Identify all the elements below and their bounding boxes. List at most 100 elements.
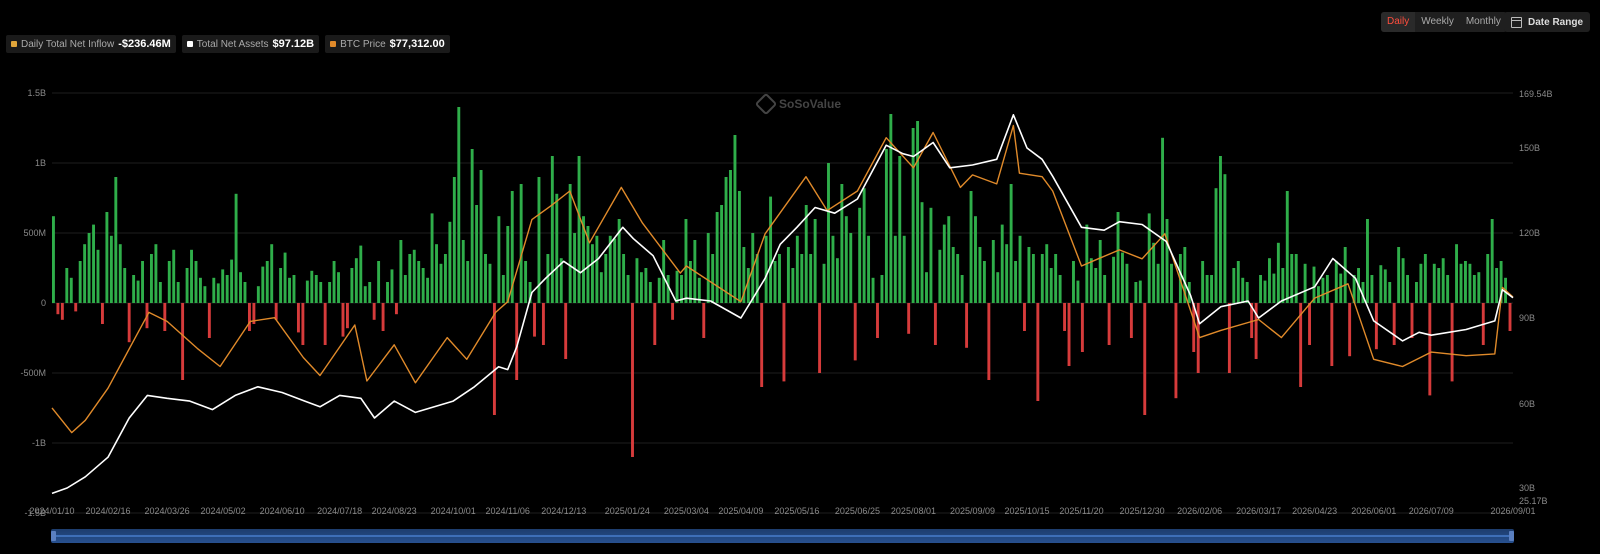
range-navigator[interactable] bbox=[51, 529, 1514, 543]
inflow-bar bbox=[163, 303, 167, 331]
inflow-bar bbox=[1165, 219, 1169, 303]
inflow-bar bbox=[608, 235, 612, 303]
x-tick: 2025/09/09 bbox=[950, 506, 995, 516]
y-left-tick: 1B bbox=[35, 158, 46, 168]
x-tick: 2024/01/10 bbox=[29, 506, 74, 516]
inflow-bar bbox=[283, 252, 287, 303]
navigator-right-handle[interactable] bbox=[1509, 531, 1514, 541]
inflow-bar bbox=[430, 213, 434, 303]
inflow-bar bbox=[1067, 303, 1071, 366]
inflow-bar bbox=[978, 247, 982, 303]
inflow-bar bbox=[1276, 242, 1280, 303]
inflow-bar bbox=[288, 277, 291, 303]
inflow-bar bbox=[488, 263, 492, 303]
inflow-bar bbox=[292, 275, 296, 303]
inflow-bar bbox=[889, 114, 893, 303]
inflow-bar bbox=[354, 258, 358, 303]
inflow-bar bbox=[1281, 268, 1285, 303]
inflow-bar bbox=[1098, 240, 1102, 303]
legend-item-assets[interactable]: Total Net Assets $97.12B bbox=[181, 35, 320, 53]
legend-assets-label: Total Net Assets bbox=[196, 38, 269, 50]
legend-inflow-label: Daily Total Net Inflow bbox=[21, 38, 115, 50]
inflow-bar bbox=[1290, 254, 1294, 303]
inflow-bar bbox=[1437, 268, 1441, 303]
inflow-bar bbox=[123, 268, 127, 303]
inflow-bar bbox=[337, 272, 340, 303]
x-tick: 2026/07/09 bbox=[1409, 506, 1454, 516]
monthly-button[interactable]: Monthly bbox=[1465, 16, 1501, 27]
inflow-bar bbox=[412, 249, 416, 303]
inflow-bar bbox=[760, 303, 764, 387]
inflow-bar bbox=[1143, 303, 1147, 415]
inflow-bar bbox=[840, 184, 844, 303]
legend-item-price[interactable]: BTC Price $77,312.00 bbox=[325, 35, 450, 53]
inflow-bar bbox=[925, 272, 928, 303]
inflow-bar bbox=[1112, 256, 1116, 303]
inflow-bar bbox=[813, 219, 817, 303]
inflow-bar bbox=[1018, 235, 1022, 303]
inflow-bar bbox=[1428, 303, 1432, 396]
inflow-bar bbox=[74, 303, 78, 312]
date-range-button[interactable]: Date Range bbox=[1504, 12, 1590, 32]
inflow-bar bbox=[1388, 282, 1392, 303]
inflow-bar bbox=[515, 303, 519, 380]
inflow-bar bbox=[729, 170, 732, 303]
inflow-bar bbox=[1147, 213, 1151, 303]
inflow-bar bbox=[332, 261, 336, 303]
inflow-bar bbox=[648, 282, 652, 303]
inflow-bar bbox=[590, 244, 594, 303]
x-tick: 2026/04/23 bbox=[1292, 506, 1337, 516]
legend-item-inflow[interactable]: Daily Total Net Inflow -$236.46M bbox=[6, 35, 176, 53]
x-tick: 2024/11/06 bbox=[486, 506, 530, 516]
navigator-left-handle[interactable] bbox=[51, 531, 56, 541]
inflow-bar bbox=[884, 149, 888, 303]
inflow-bar bbox=[746, 268, 750, 303]
assets-swatch-icon bbox=[186, 41, 193, 47]
y-right-tick: 25.17B bbox=[1519, 496, 1548, 506]
inflow-bar bbox=[247, 303, 251, 331]
inflow-bar bbox=[755, 254, 759, 303]
inflow-bar bbox=[127, 303, 131, 343]
inflow-bar bbox=[737, 191, 741, 303]
inflow-bar bbox=[1174, 303, 1178, 399]
inflow-bar bbox=[56, 303, 60, 315]
y-left-tick: -1.5B bbox=[24, 508, 46, 518]
inflow-bar bbox=[996, 272, 1000, 303]
daily-button[interactable]: Daily bbox=[1381, 12, 1416, 32]
inflow-bar bbox=[1401, 258, 1405, 303]
inflow-bar bbox=[1450, 303, 1454, 382]
inflow-bar bbox=[1250, 303, 1254, 338]
legend: Daily Total Net Inflow -$236.46M Total N… bbox=[6, 35, 450, 53]
inflow-bar bbox=[947, 216, 951, 303]
inflow-bar bbox=[154, 244, 158, 303]
inflow-bar bbox=[230, 259, 234, 303]
inflow-bar bbox=[386, 282, 389, 303]
inflow-bar bbox=[537, 177, 541, 303]
x-tick: 2025/11/20 bbox=[1059, 506, 1103, 516]
inflow-bar bbox=[198, 277, 202, 303]
inflow-bar bbox=[582, 216, 585, 303]
inflow-bar bbox=[265, 261, 269, 303]
y-right-tick: 60B bbox=[1519, 399, 1535, 409]
y-right-tick: 120B bbox=[1519, 228, 1540, 238]
inflow-bar bbox=[1259, 275, 1263, 303]
inflow-bar bbox=[212, 277, 216, 303]
inflow-bar bbox=[390, 269, 394, 303]
x-tick: 2026/06/01 bbox=[1351, 506, 1396, 516]
inflow-bar bbox=[942, 224, 946, 303]
weekly-button[interactable]: Weekly bbox=[1421, 16, 1454, 27]
inflow-bar bbox=[118, 244, 122, 303]
inflow-bar bbox=[831, 235, 835, 303]
inflow-bar bbox=[470, 149, 474, 303]
y-right-tick: 150B bbox=[1519, 143, 1540, 153]
inflow-bar bbox=[1361, 282, 1365, 303]
inflow-bar bbox=[207, 303, 211, 338]
inflow-bar bbox=[497, 216, 501, 303]
inflow-bar bbox=[1334, 261, 1338, 303]
inflow-bar bbox=[381, 303, 385, 331]
inflow-bar bbox=[417, 261, 421, 303]
inflow-bar bbox=[555, 193, 559, 303]
inflow-bar bbox=[604, 254, 608, 303]
inflow-bar bbox=[1116, 212, 1120, 303]
